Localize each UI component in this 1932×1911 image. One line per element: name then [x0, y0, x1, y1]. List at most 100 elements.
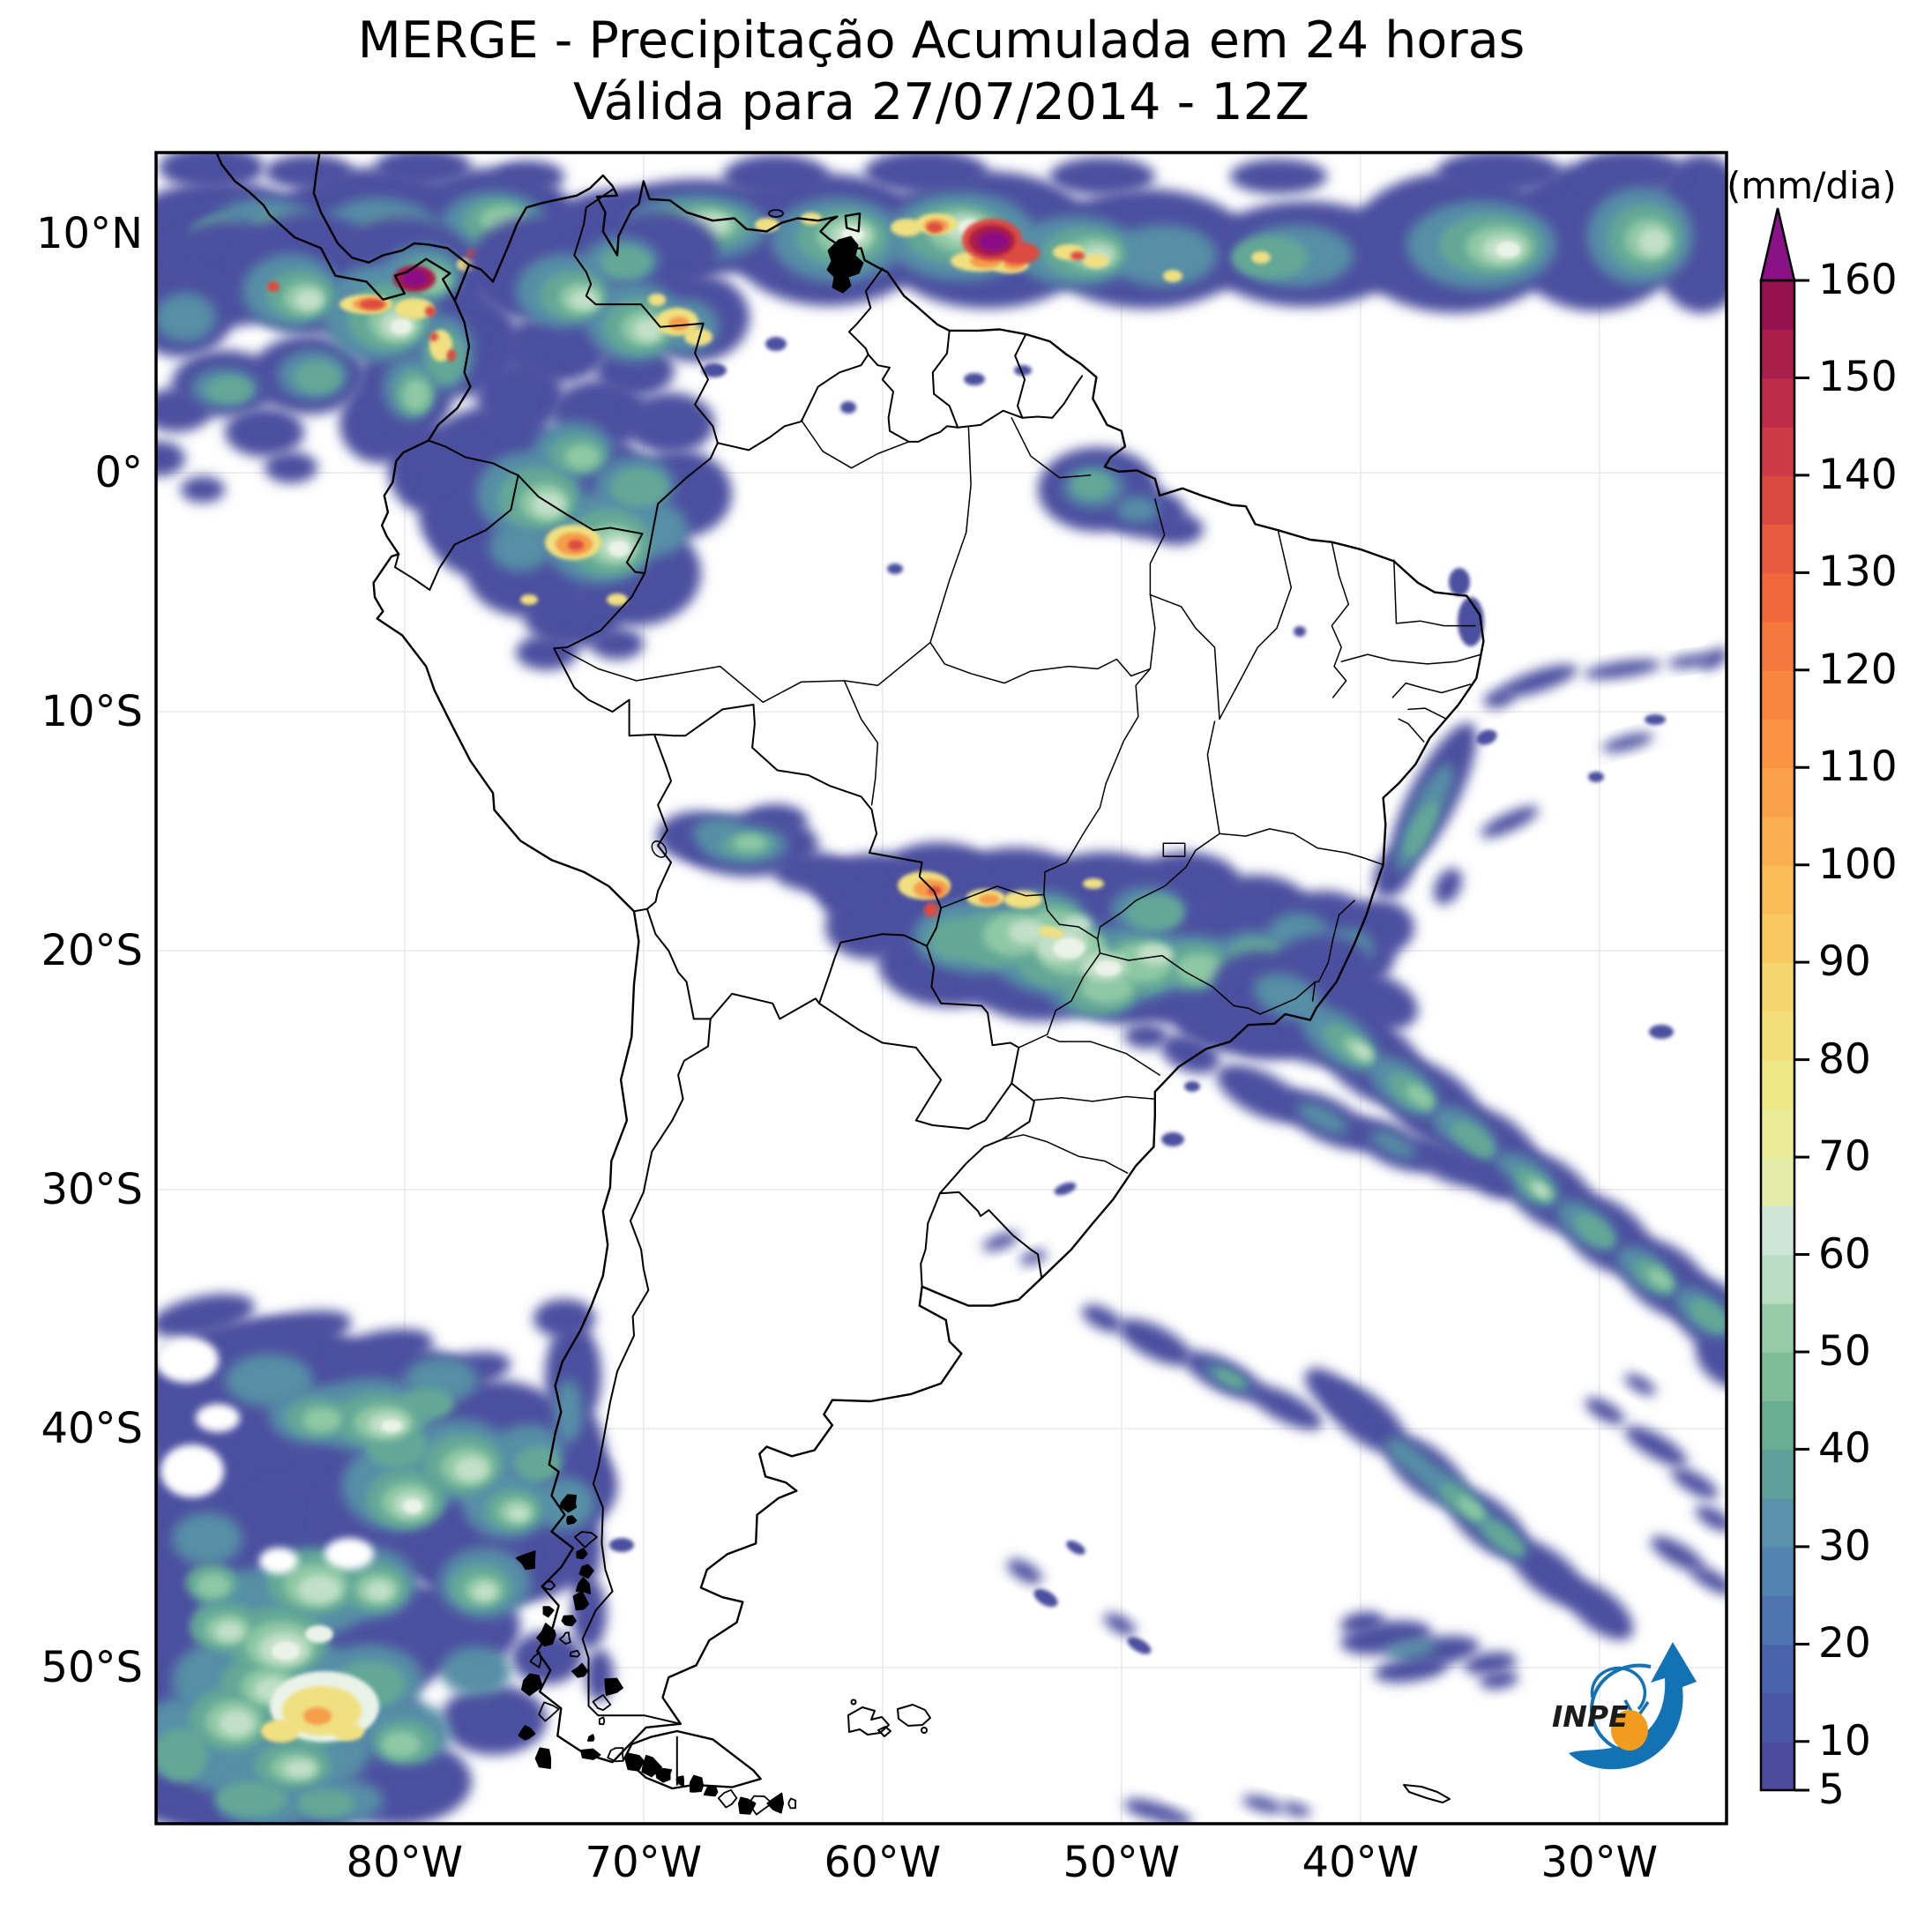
precip-blob: [1007, 1559, 1042, 1584]
precip-blob: [1104, 1613, 1136, 1636]
precip-blob: [1332, 972, 1419, 1030]
colorbar-segment: [1761, 1595, 1794, 1646]
precip-blob: [366, 1581, 392, 1601]
precip-blob: [159, 153, 265, 190]
precip-blob: [648, 294, 666, 306]
precip-blob: [1230, 159, 1327, 194]
precip-blob: [765, 337, 787, 351]
precip-blob: [825, 896, 917, 959]
precip-blob: [216, 1781, 287, 1817]
precip-blob: [1649, 1025, 1674, 1039]
colorbar-segment: [1761, 377, 1794, 428]
precip-blob: [516, 635, 578, 670]
precip-blob: [1138, 944, 1173, 965]
precip-blob: [494, 160, 564, 192]
precip-blob: [1033, 1588, 1058, 1608]
precip-blob: [1304, 1368, 1359, 1415]
precip-blob: [476, 362, 564, 432]
lat-tick-label: 10°S: [41, 687, 143, 737]
precip-blob: [515, 1446, 561, 1482]
precip-blob: [1370, 1130, 1416, 1160]
precip-blob: [1127, 1637, 1152, 1654]
precip-blob: [1127, 895, 1183, 930]
precip-blob: [1624, 1426, 1688, 1467]
colorbar-segment: [1761, 1400, 1794, 1451]
precip-blob: [1242, 1795, 1284, 1813]
precip-blob: [298, 1789, 354, 1818]
precip-blob: [1409, 1138, 1483, 1187]
precip-blob: [225, 407, 304, 457]
precip-blob: [1574, 1213, 1615, 1247]
precip-blob: [454, 1457, 488, 1482]
country-borders: [394, 189, 1084, 1786]
precip-blob: [633, 318, 663, 341]
precip-blob: [1160, 1034, 1220, 1074]
colorbar-segment: [1761, 280, 1794, 331]
precip-blob: [1385, 1437, 1436, 1482]
state-borders: [561, 417, 1482, 1174]
precip-blob: [1111, 225, 1217, 287]
precip-blob: [156, 293, 216, 342]
precip-blob: [895, 842, 983, 877]
colorbar-tick-label: 90: [1818, 937, 1871, 987]
precip-blob: [156, 1337, 219, 1383]
colorbar-tick-label: 60: [1818, 1229, 1871, 1279]
precip-blob: [1253, 973, 1322, 1020]
colorbar-tick-label: 10: [1818, 1716, 1871, 1765]
precip-blob: [1578, 153, 1684, 194]
precip-blob: [1118, 1318, 1192, 1366]
precip-blob: [401, 269, 428, 287]
precip-blob: [1690, 1565, 1727, 1595]
precip-blob: [1585, 1397, 1625, 1425]
colorbar-segment: [1761, 913, 1794, 963]
precip-blob: [1481, 806, 1539, 838]
patagonia-fjords: [515, 1494, 797, 1816]
precip-blob: [609, 1538, 634, 1552]
colorbar-segment: [1761, 1546, 1794, 1596]
colorbar-segment: [1761, 1303, 1794, 1353]
precip-blob: [298, 1575, 340, 1603]
precip-blob: [1500, 664, 1578, 698]
colorbar-segment: [1761, 329, 1794, 379]
precip-blob: [1157, 1809, 1192, 1824]
colorbar-segment: [1761, 1741, 1794, 1791]
precip-blob: [1406, 1084, 1434, 1109]
precip-blob: [1066, 1541, 1085, 1555]
precip-blob: [1094, 960, 1121, 976]
precip-blob: [302, 1407, 341, 1432]
precip-blob: [1049, 852, 1159, 898]
precip-blob: [887, 564, 903, 574]
precip-blob: [1690, 1299, 1727, 1332]
margarita-island: [768, 209, 784, 218]
colorbar-tick-label: 130: [1818, 548, 1898, 597]
precip-blob: [1458, 597, 1484, 646]
precip-blob: [265, 154, 353, 190]
colorbar-segment: [1761, 669, 1794, 720]
precip-blob: [295, 362, 340, 393]
precip-blob: [891, 219, 922, 236]
colorbar-tick-label: 30: [1818, 1521, 1871, 1571]
lon-tick-label: 40°W: [1302, 1838, 1420, 1887]
precip-blob: [401, 1388, 454, 1420]
precip-blob: [1014, 365, 1032, 376]
colorbar-segment: [1761, 1254, 1794, 1304]
colorbar-tick-label: 5: [1818, 1765, 1845, 1814]
precip-blob: [1049, 157, 1155, 196]
colorbar-tick-label: 110: [1818, 743, 1898, 792]
precip-blob: [929, 918, 985, 960]
precip-blob: [611, 468, 668, 507]
precip-blob: [1184, 1081, 1200, 1092]
colorbar-segment: [1761, 474, 1794, 525]
precip-blob: [1434, 868, 1462, 905]
colorbar-segment: [1761, 1644, 1794, 1694]
precip-blob: [375, 153, 472, 187]
precip-blob: [774, 852, 848, 891]
precip-blob: [668, 317, 690, 331]
precip-blob: [961, 847, 1070, 893]
precip-blob: [1384, 1639, 1437, 1659]
precip-blob: [1215, 1369, 1245, 1388]
colorbar-segment: [1761, 1692, 1794, 1743]
precip-blob: [1671, 1467, 1719, 1499]
precip-blob: [332, 1723, 364, 1741]
